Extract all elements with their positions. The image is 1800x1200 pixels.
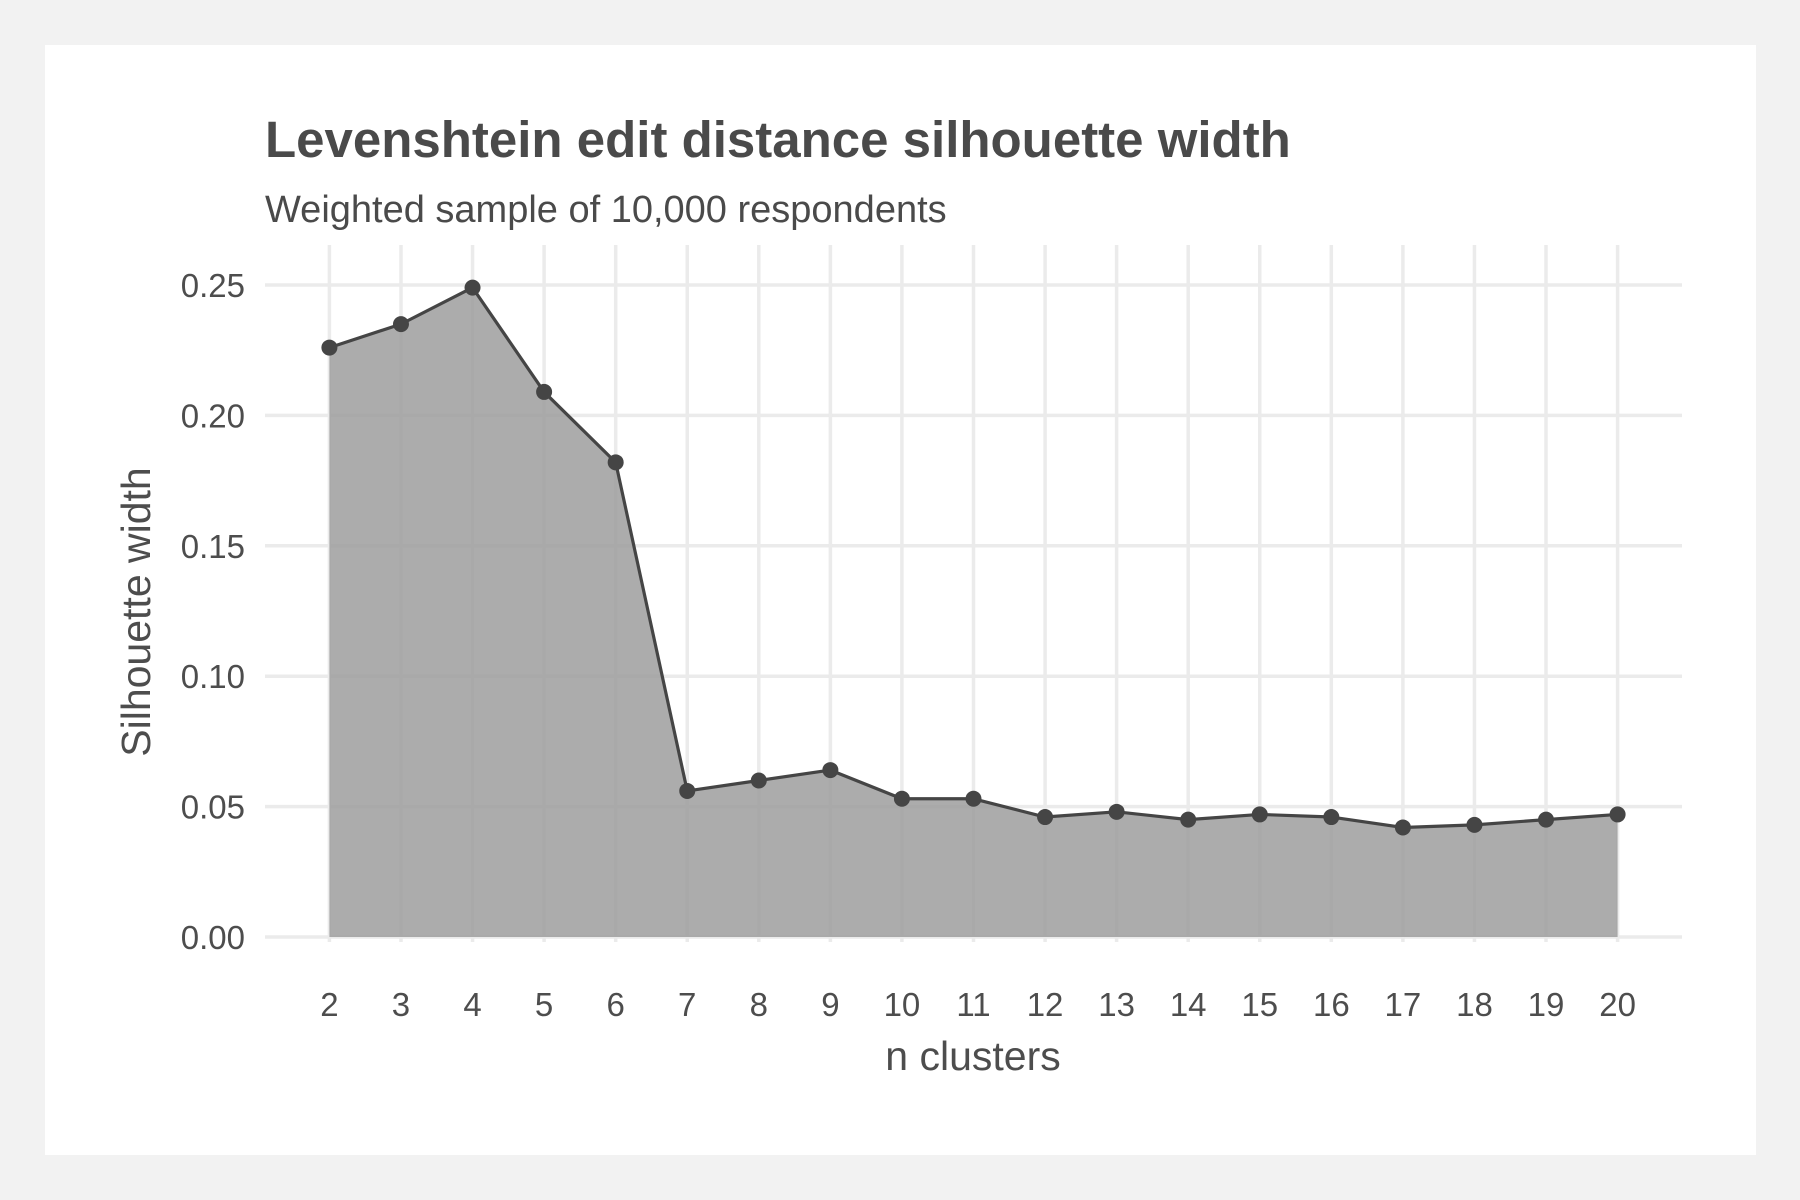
x-tick-label: 17 bbox=[1385, 986, 1422, 1023]
area-layer bbox=[329, 287, 1618, 937]
data-point bbox=[679, 782, 696, 799]
x-tick-label: 9 bbox=[821, 986, 839, 1023]
points-layer bbox=[321, 279, 1626, 836]
data-point bbox=[965, 790, 982, 807]
y-tick-label: 0.15 bbox=[181, 528, 245, 565]
chart-title: Levenshtein edit distance silhouette wid… bbox=[265, 111, 1291, 168]
chart-subtitle: Weighted sample of 10,000 respondents bbox=[265, 189, 947, 231]
data-point bbox=[392, 316, 409, 333]
x-tick-label: 8 bbox=[750, 986, 768, 1023]
x-tick-label: 19 bbox=[1528, 986, 1565, 1023]
x-tick-label: 15 bbox=[1241, 986, 1278, 1023]
data-point bbox=[1180, 811, 1197, 828]
data-point bbox=[607, 454, 624, 471]
data-point bbox=[1466, 816, 1483, 833]
y-tick-label: 0.00 bbox=[181, 919, 245, 956]
data-point bbox=[464, 279, 481, 296]
data-point bbox=[1538, 811, 1555, 828]
data-point bbox=[750, 772, 767, 789]
x-tick-label: 12 bbox=[1027, 986, 1064, 1023]
series-area bbox=[329, 287, 1618, 937]
data-point bbox=[893, 790, 910, 807]
data-point bbox=[1323, 809, 1340, 826]
x-tick-label: 14 bbox=[1170, 986, 1207, 1023]
x-tick-label: 13 bbox=[1098, 986, 1135, 1023]
y-tick-labels: 0.00 0.05 0.10 0.15 0.20 0.25 bbox=[181, 267, 245, 956]
y-tick-label: 0.20 bbox=[181, 397, 245, 434]
x-tick-label: 18 bbox=[1456, 986, 1493, 1023]
y-axis-title: Silhouette width bbox=[113, 467, 159, 756]
y-tick-label: 0.05 bbox=[181, 789, 245, 826]
data-point bbox=[1251, 806, 1268, 823]
y-tick-label: 0.25 bbox=[181, 267, 245, 304]
data-point bbox=[1609, 806, 1626, 823]
data-point bbox=[1108, 803, 1125, 820]
x-tick-label: 4 bbox=[463, 986, 481, 1023]
x-axis-title: n clusters bbox=[885, 1033, 1060, 1079]
x-tick-label: 20 bbox=[1599, 986, 1636, 1023]
x-tick-labels: 2 3 4 5 6 7 8 9 10 11 12 13 14 15 16 17 18 19 20 bbox=[320, 986, 1636, 1023]
y-tick-label: 0.10 bbox=[181, 658, 245, 695]
x-tick-label: 5 bbox=[535, 986, 553, 1023]
data-point bbox=[321, 339, 338, 356]
data-point bbox=[1394, 819, 1411, 836]
x-tick-label: 2 bbox=[320, 986, 338, 1023]
x-tick-label: 16 bbox=[1313, 986, 1350, 1023]
data-point bbox=[1037, 809, 1054, 826]
x-tick-label: 6 bbox=[606, 986, 624, 1023]
x-tick-label: 11 bbox=[956, 986, 990, 1023]
x-tick-label: 3 bbox=[392, 986, 410, 1023]
x-tick-label: 10 bbox=[884, 986, 921, 1023]
data-point bbox=[822, 762, 839, 779]
x-tick-label: 7 bbox=[678, 986, 696, 1023]
data-point bbox=[536, 383, 553, 400]
